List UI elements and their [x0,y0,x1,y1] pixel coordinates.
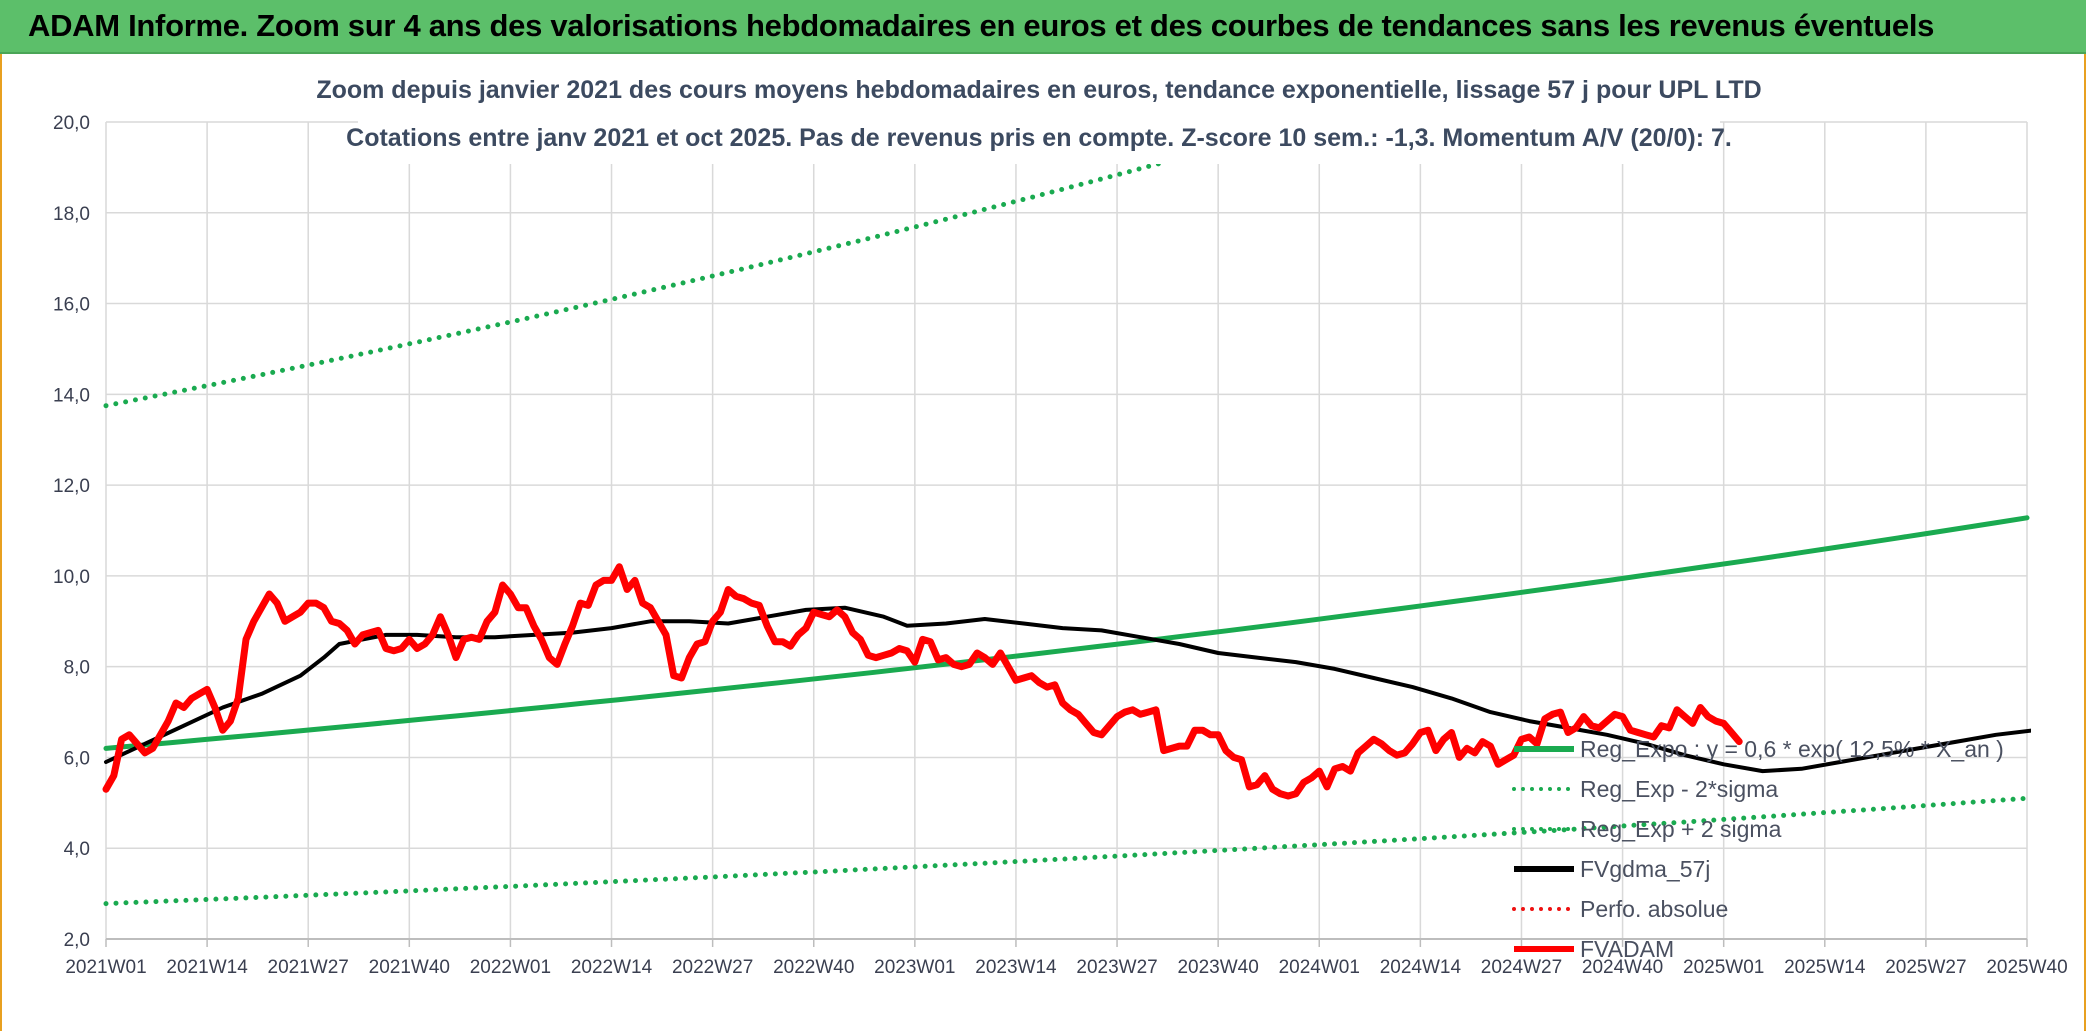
chart-grid [105,121,2028,940]
x-tick-label: 2021W01 [65,957,146,978]
legend-label: FVADAM [1580,936,1674,962]
chart-frame: 2,0 4,0 6,0 8,0 10,0 12,0 14,0 16,0 18,0 20,0 2021… [0,54,2086,1031]
x-tick-label: 2024W27 [1481,957,1562,978]
title-background [358,60,1720,164]
x-tick-label: 2023W01 [874,957,955,978]
legend-label: Reg_Exp + 2 sigma [1580,816,1782,842]
chart-subtitle: Cotations entre janv 2021 et oct 2025. P… [346,124,1732,152]
header-banner: ADAM Informe. Zoom sur 4 ans des valoris… [0,0,2086,54]
chart-axes: 2,0 4,0 6,0 8,0 10,0 12,0 14,0 16,0 18,0 20,0 2021… [53,113,2068,978]
y-tick-label: 2,0 [64,930,90,951]
series-line-1 [103,795,2030,907]
y-tick-label: 12,0 [53,476,90,497]
x-tick-label: 2022W40 [773,957,854,978]
legend-label: Reg_Expo : y = 0,6 * exp( 12,5% * X_an ) [1580,736,2004,762]
x-tick-label: 2025W14 [1784,957,1866,978]
x-tick-label: 2024W14 [1380,957,1462,978]
x-tick-label: 2022W01 [470,957,551,978]
x-tick-label: 2021W27 [268,957,349,978]
series-line-5 [102,563,1743,800]
x-tick-label: 2025W01 [1683,957,1764,978]
chart-titles: Zoom depuis janvier 2021 des cours moyen… [316,60,1762,164]
y-tick-label: 10,0 [53,567,90,588]
chart-legend: Reg_Expo : y = 0,6 * exp( 12,5% * X_an )… [1512,736,2004,962]
x-tick-label: 2022W14 [571,957,653,978]
x-tick-label: 2022W27 [672,957,753,978]
y-tick-label: 14,0 [53,385,90,406]
y-tick-label: 8,0 [64,658,90,679]
x-tick-label: 2025W27 [1885,957,1966,978]
series-line-3 [104,605,2031,774]
y-tick-label: 20,0 [53,113,90,134]
x-tick-label: 2023W27 [1076,957,1157,978]
legend-label: Perfo. absolue [1580,896,1728,922]
x-tick-label: 2021W40 [369,957,450,978]
series-line-0 [103,515,2030,751]
y-tick-label: 6,0 [64,748,90,769]
x-tick-label: 2021W14 [166,957,248,978]
x-tick-label: 2025W40 [1986,957,2067,978]
y-tick-label: 4,0 [64,839,90,860]
x-tick-label: 2023W14 [975,957,1057,978]
y-tick-label: 16,0 [53,295,90,316]
y-tick-label: 18,0 [53,204,90,225]
x-tick-label: 2024W40 [1582,957,1663,978]
plot-area [102,122,2031,907]
legend-label: Reg_Exp - 2*sigma [1580,776,1778,802]
chart-title: Zoom depuis janvier 2021 des cours moyen… [316,76,1761,104]
page-title: ADAM Informe. Zoom sur 4 ans des valoris… [28,8,1935,43]
x-tick-label: 2024W01 [1279,957,1360,978]
x-tick-label: 2023W40 [1177,957,1258,978]
line-chart: 2,0 4,0 6,0 8,0 10,0 12,0 14,0 16,0 18,0 20,0 2021… [53,60,2068,978]
legend-label: FVgdma_57j [1580,856,1710,882]
